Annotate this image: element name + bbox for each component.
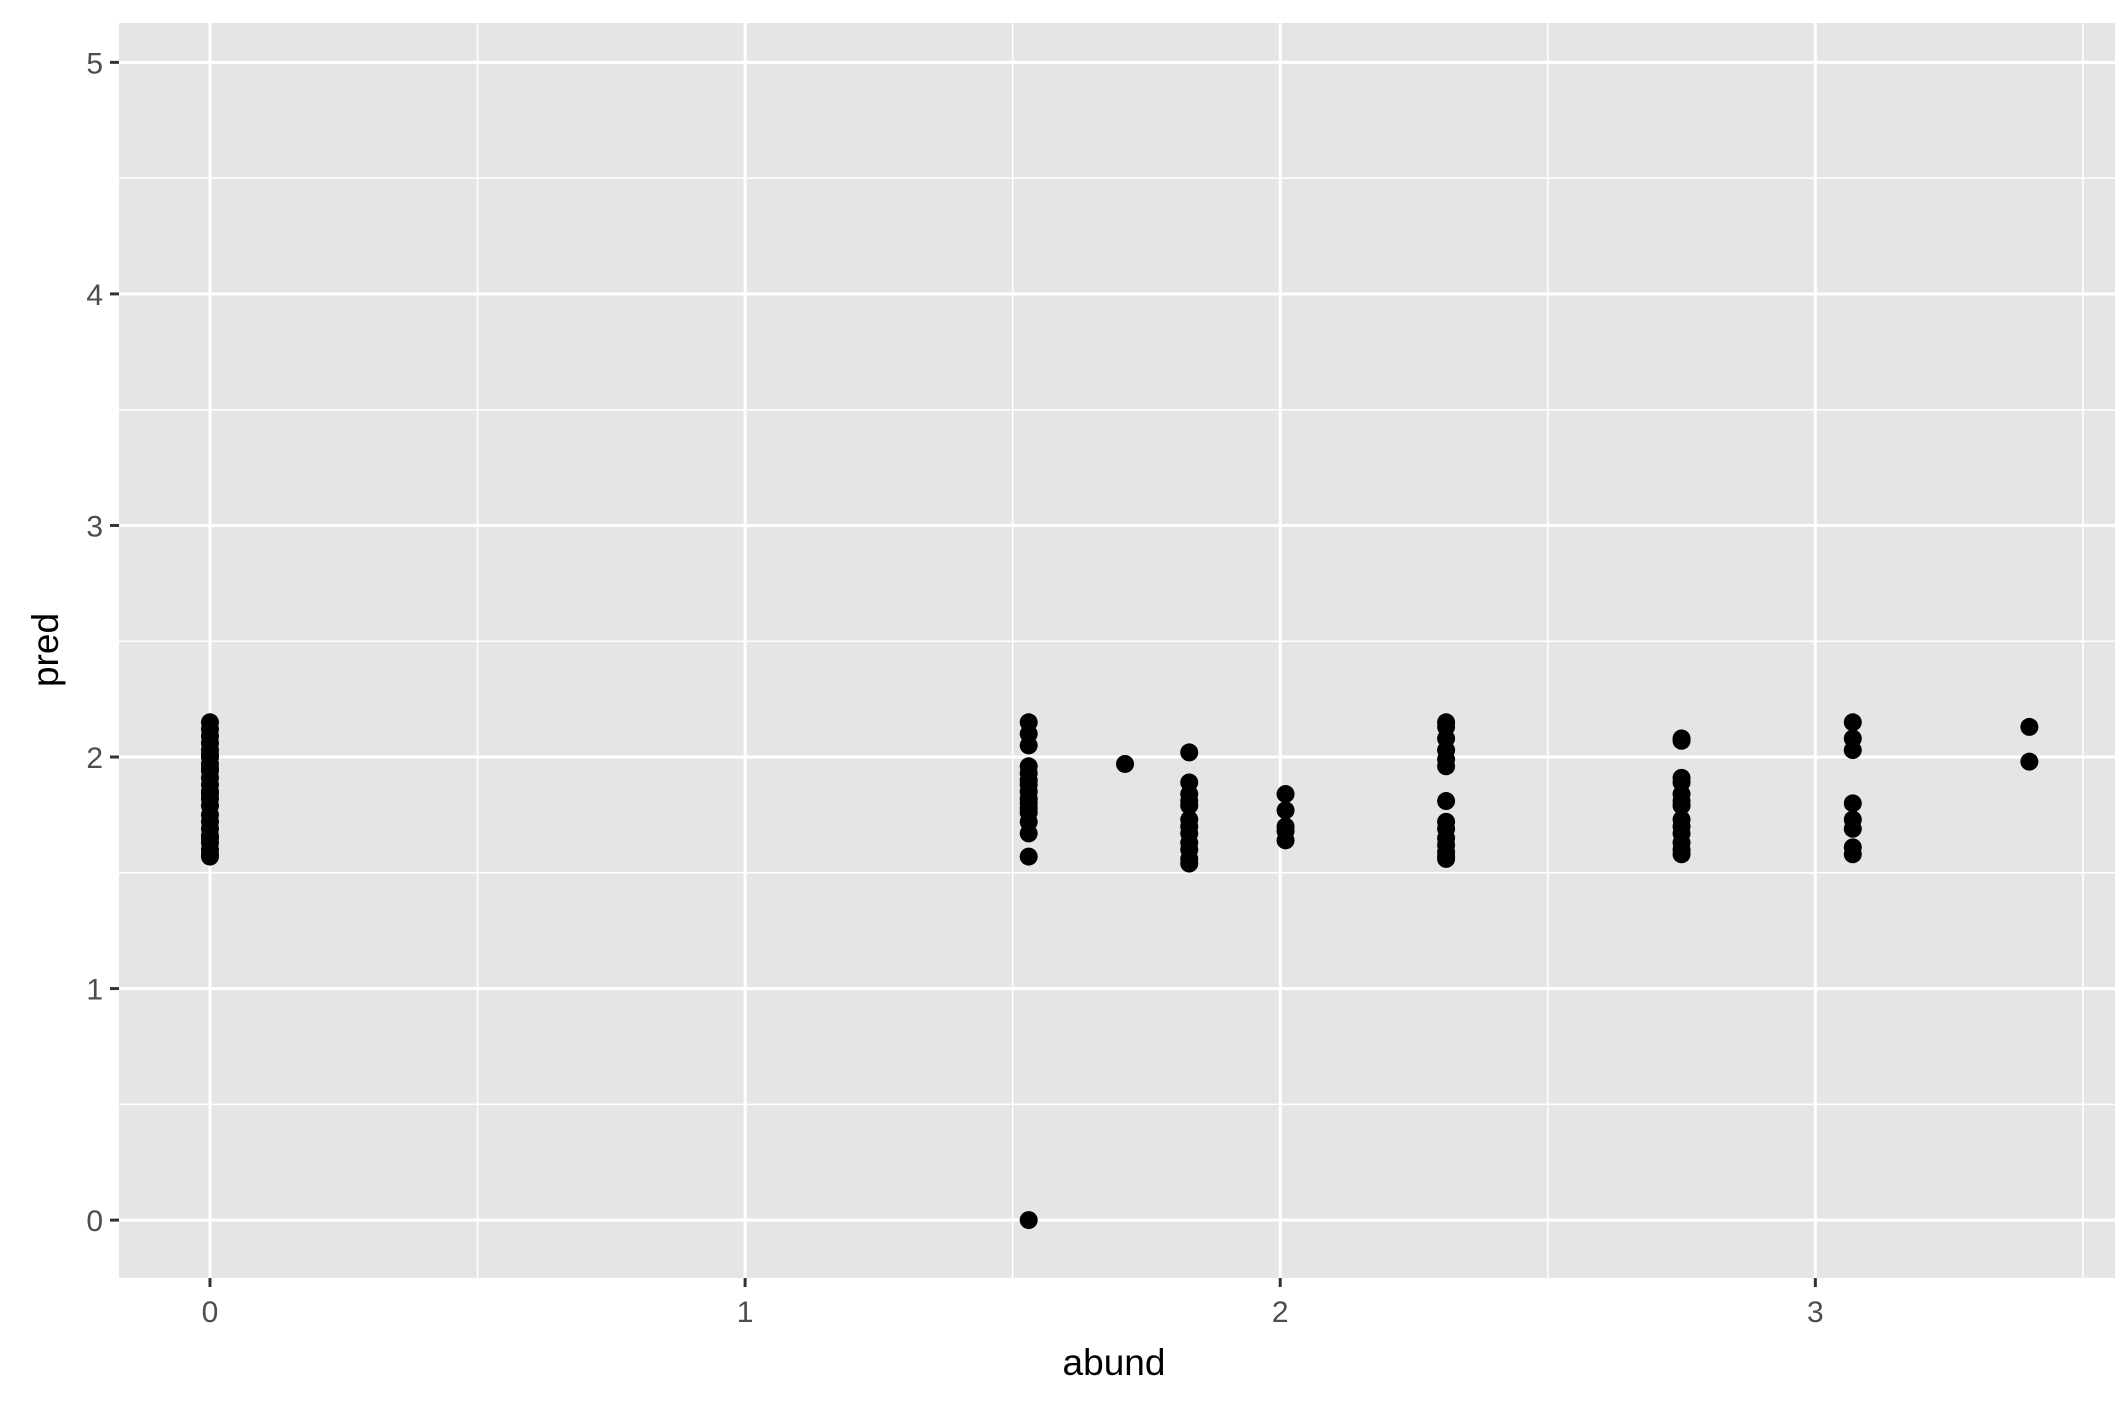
major-gridlines <box>119 23 2115 1278</box>
x-tick-label: 1 <box>737 1296 754 1329</box>
data-points <box>200 713 2039 1230</box>
data-point <box>1276 785 1295 804</box>
data-point <box>200 785 219 804</box>
y-tick-label: 1 <box>86 974 103 1007</box>
y-tick-label: 2 <box>86 742 103 775</box>
data-point <box>1843 713 1862 732</box>
data-point <box>1276 831 1295 850</box>
data-point <box>200 713 219 732</box>
x-tick-label: 2 <box>1272 1296 1289 1329</box>
data-point <box>1019 824 1038 843</box>
y-tick-label: 0 <box>86 1205 103 1238</box>
data-point <box>1437 757 1456 776</box>
data-point <box>1843 794 1862 813</box>
data-point <box>1672 731 1691 750</box>
data-point <box>1180 796 1199 815</box>
plot-panel <box>119 23 2115 1278</box>
y-axis-title: pred <box>25 613 66 687</box>
minor-gridlines <box>119 23 2115 1278</box>
data-point <box>1116 754 1135 773</box>
data-point <box>2020 717 2039 736</box>
data-point <box>1180 743 1199 762</box>
x-axis-title: abund <box>1063 1342 1166 1383</box>
data-point <box>1843 741 1862 760</box>
data-point <box>2020 752 2039 771</box>
x-tick-label: 0 <box>202 1296 219 1329</box>
y-tick-label: 3 <box>86 510 103 543</box>
data-point <box>200 759 219 778</box>
data-point <box>200 845 219 864</box>
y-axis: 0 1 2 3 4 5 <box>86 47 119 1238</box>
x-axis: 0 1 2 3 <box>202 1278 1824 1329</box>
data-point <box>1180 854 1199 873</box>
y-tick-label: 5 <box>86 47 103 80</box>
y-tick-label: 4 <box>86 279 103 312</box>
data-point <box>1437 792 1456 811</box>
x-tick-label: 3 <box>1807 1296 1824 1329</box>
data-point <box>1843 819 1862 838</box>
data-point <box>1672 796 1691 815</box>
data-point <box>1019 1211 1038 1230</box>
data-point <box>1019 847 1038 866</box>
data-point <box>1019 736 1038 755</box>
data-point <box>1437 849 1456 868</box>
data-point <box>1843 845 1862 864</box>
data-point <box>200 829 219 848</box>
data-point <box>1276 801 1295 820</box>
data-point <box>1672 845 1691 864</box>
data-point <box>200 745 219 764</box>
